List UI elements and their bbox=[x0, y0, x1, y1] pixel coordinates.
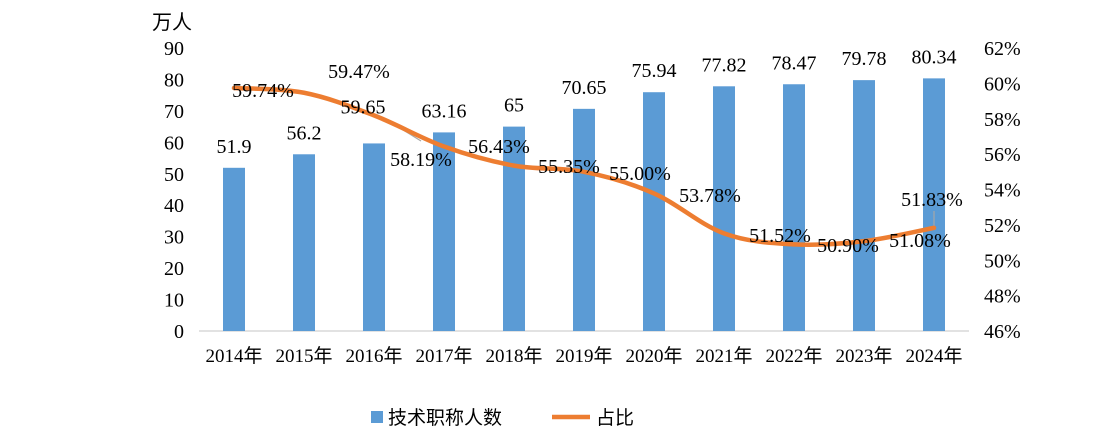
left-axis: 0 10 20 30 40 50 60 70 80 90 bbox=[164, 38, 184, 343]
left-tick-label: 30 bbox=[164, 227, 184, 249]
line-data-label: 55.35% bbox=[538, 156, 600, 178]
line-data-label: 59.74% bbox=[232, 80, 294, 102]
bar-data-label: 70.65 bbox=[562, 77, 607, 99]
x-tick-label: 2023年 bbox=[835, 345, 892, 367]
bar bbox=[923, 78, 945, 331]
line-data-label: 53.78% bbox=[679, 185, 741, 207]
right-tick-label: 56% bbox=[984, 144, 1021, 166]
left-tick-label: 0 bbox=[174, 321, 184, 343]
bar-data-label: 59.65 bbox=[341, 96, 386, 118]
bar bbox=[433, 132, 455, 331]
bar bbox=[293, 154, 315, 331]
x-tick-label: 2024年 bbox=[905, 345, 962, 367]
x-tick-label: 2016年 bbox=[345, 345, 402, 367]
line-data-label: 56.43% bbox=[468, 136, 530, 158]
right-axis: 46% 48% 50% 52% 54% 56% 58% 60% 62% bbox=[984, 38, 1021, 343]
left-tick-label: 50 bbox=[164, 164, 184, 186]
left-tick-label: 60 bbox=[164, 132, 184, 154]
line-data-label: 59.47% bbox=[328, 61, 390, 83]
line-data-label: 55.00% bbox=[609, 163, 671, 185]
line-data-label: 51.52% bbox=[749, 225, 811, 247]
x-tick-label: 2021年 bbox=[695, 345, 752, 367]
bar bbox=[573, 108, 595, 331]
x-tick-label: 2018年 bbox=[485, 345, 542, 367]
x-tick-label: 2020年 bbox=[625, 345, 682, 367]
line-data-label: 50.90% bbox=[817, 235, 879, 257]
bar bbox=[363, 143, 385, 331]
bar-data-label: 78.47 bbox=[772, 52, 817, 74]
bar bbox=[713, 86, 735, 331]
bar bbox=[643, 92, 665, 331]
line-data-label: 58.19% bbox=[390, 149, 452, 171]
bar-data-label: 56.2 bbox=[287, 122, 322, 144]
left-tick-label: 20 bbox=[164, 258, 184, 280]
left-tick-label: 40 bbox=[164, 195, 184, 217]
bar bbox=[503, 126, 525, 331]
right-tick-label: 50% bbox=[984, 250, 1021, 272]
right-tick-label: 46% bbox=[984, 321, 1021, 343]
legend-label-bar: 技术职称人数 bbox=[388, 407, 502, 429]
right-tick-label: 62% bbox=[984, 38, 1021, 60]
bar-data-label: 75.94 bbox=[632, 60, 677, 82]
x-axis: 2014年 2015年 2016年 2017年 2018年 2019年 2020年 2021年… bbox=[205, 345, 962, 367]
bar-data-label: 63.16 bbox=[422, 100, 467, 122]
x-tick-label: 2022年 bbox=[765, 345, 822, 367]
line-data-labels: 59.74% 59.47% 58.19% 56.43% 55.35% 55.00% 53.7… bbox=[232, 61, 963, 257]
bar-series bbox=[223, 78, 945, 331]
left-tick-label: 10 bbox=[164, 290, 184, 312]
left-tick-label: 80 bbox=[164, 69, 184, 91]
bar-data-labels: 51.9 56.2 59.65 63.16 65 70.65 75.94 77.82 78.47… bbox=[217, 46, 957, 157]
bar-data-label: 79.78 bbox=[842, 48, 887, 70]
left-axis-unit: 万人 bbox=[152, 11, 192, 34]
bar-data-label: 77.82 bbox=[702, 54, 747, 76]
x-tick-label: 2014年 bbox=[205, 345, 262, 367]
bar bbox=[783, 84, 805, 331]
legend-swatch-bar bbox=[371, 411, 383, 423]
bar bbox=[223, 167, 245, 331]
x-tick-label: 2015年 bbox=[275, 345, 332, 367]
right-tick-label: 52% bbox=[984, 215, 1021, 237]
right-tick-label: 58% bbox=[984, 109, 1021, 131]
x-tick-label: 2019年 bbox=[555, 345, 612, 367]
left-tick-label: 70 bbox=[164, 101, 184, 123]
bar-data-label: 51.9 bbox=[217, 136, 252, 158]
ratio-line bbox=[231, 85, 937, 248]
bar-data-label: 65 bbox=[504, 95, 524, 117]
legend-label-line: 占比 bbox=[596, 407, 634, 429]
x-tick-label: 2017年 bbox=[415, 345, 472, 367]
bar-data-label: 80.34 bbox=[912, 46, 957, 68]
line-data-label: 51.83% bbox=[901, 189, 963, 211]
left-tick-label: 90 bbox=[164, 38, 184, 60]
right-tick-label: 60% bbox=[984, 73, 1021, 95]
right-tick-label: 48% bbox=[984, 286, 1021, 308]
line-data-label: 51.08% bbox=[889, 230, 951, 252]
right-tick-label: 54% bbox=[984, 180, 1021, 202]
bar bbox=[853, 80, 875, 331]
legend: 技术职称人数 占比 bbox=[371, 407, 634, 429]
